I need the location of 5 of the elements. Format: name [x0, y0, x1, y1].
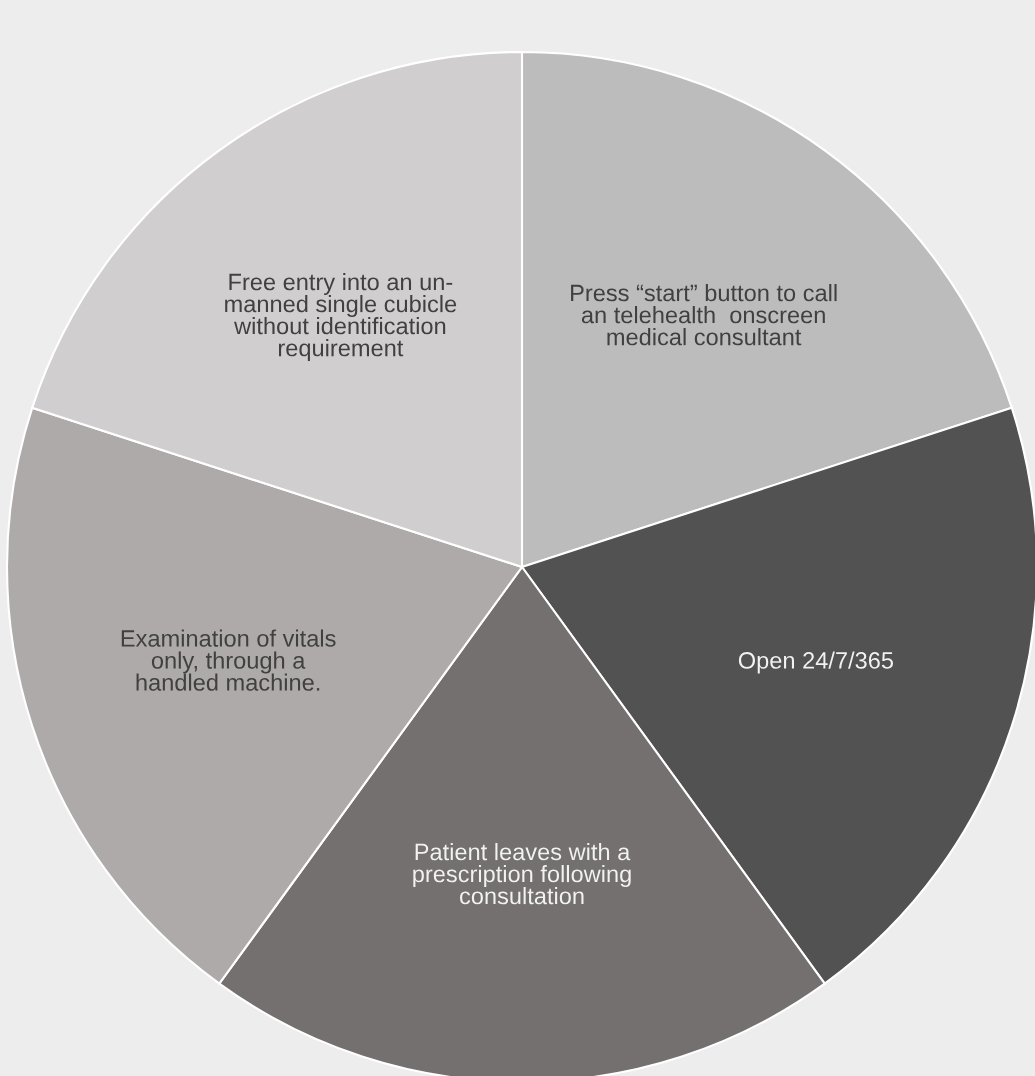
- slice-label: Press “start” button to call an telehealth onscreen medical consultant: [571, 284, 837, 346]
- slice-label: Patient leaves with a prescription following consultation: [413, 842, 631, 905]
- slice-label: Free entry into an un- manned single cubicle without identification requirement: [225, 272, 457, 362]
- slice-label: Open 24/7/365: [738, 651, 894, 674]
- slice-label: Examination of vitals only, through a handled machine.: [121, 629, 336, 691]
